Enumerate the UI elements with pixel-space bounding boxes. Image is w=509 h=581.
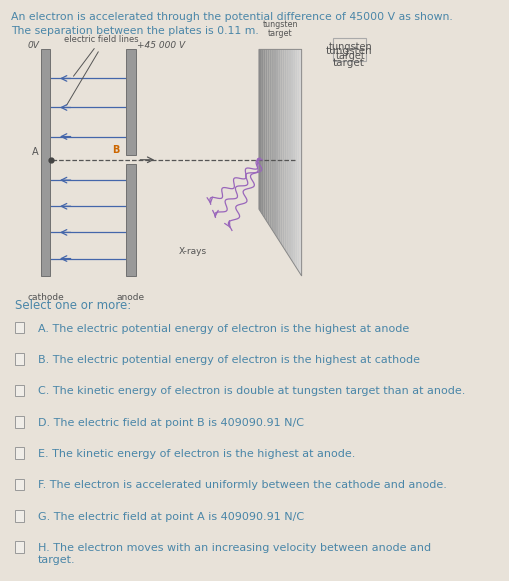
Text: B: B <box>112 145 120 155</box>
Bar <box>126 49 136 155</box>
Polygon shape <box>297 49 299 272</box>
Text: D. The electric field at point B is 409090.91 N/C: D. The electric field at point B is 4090… <box>38 418 304 428</box>
Text: cathode: cathode <box>27 293 64 302</box>
Polygon shape <box>265 49 268 223</box>
Text: A. The electric potential energy of electron is the highest at anode: A. The electric potential energy of elec… <box>38 324 409 333</box>
Polygon shape <box>295 49 297 270</box>
Text: tungsten: tungsten <box>325 46 372 56</box>
Polygon shape <box>291 49 293 263</box>
Text: +45 000 V: +45 000 V <box>137 41 186 49</box>
Polygon shape <box>282 49 285 249</box>
Text: tungsten: tungsten <box>328 42 372 52</box>
Text: A: A <box>33 147 39 157</box>
Polygon shape <box>285 49 287 253</box>
Text: tungsten: tungsten <box>263 20 298 29</box>
Polygon shape <box>268 49 270 226</box>
Bar <box>41 49 50 276</box>
Polygon shape <box>278 49 280 243</box>
Text: Select one or more:: Select one or more: <box>15 299 131 312</box>
Text: B. The electric potential energy of electron is the highest at cathode: B. The electric potential energy of elec… <box>38 355 420 365</box>
Polygon shape <box>274 49 276 236</box>
Polygon shape <box>276 49 278 239</box>
Text: F. The electron is accelerated uniformly between the cathode and anode.: F. The electron is accelerated uniformly… <box>38 480 447 490</box>
Text: H. The electron moves with an increasing velocity between anode and
target.: H. The electron moves with an increasing… <box>38 543 431 565</box>
Text: X-rays: X-rays <box>179 247 207 256</box>
Text: target: target <box>268 29 293 38</box>
Text: target: target <box>335 51 365 60</box>
Polygon shape <box>261 49 263 216</box>
Polygon shape <box>287 49 289 256</box>
Text: anode: anode <box>117 293 145 302</box>
Polygon shape <box>299 49 302 276</box>
Polygon shape <box>272 49 274 232</box>
Text: An electron is accelerated through the potential difference of 45000 V as shown.: An electron is accelerated through the p… <box>11 12 453 21</box>
Polygon shape <box>280 49 282 246</box>
Polygon shape <box>289 49 291 259</box>
Bar <box>126 164 136 276</box>
Text: G. The electric field at point A is 409090.91 N/C: G. The electric field at point A is 4090… <box>38 512 304 522</box>
Text: C. The kinetic energy of electron is double at tungsten target than at anode.: C. The kinetic energy of electron is dou… <box>38 386 466 396</box>
Polygon shape <box>293 49 295 266</box>
Text: 0V: 0V <box>27 41 39 49</box>
Polygon shape <box>263 49 265 219</box>
Text: electric field lines: electric field lines <box>64 35 138 76</box>
Text: target: target <box>333 58 364 68</box>
Text: E. The kinetic energy of electron is the highest at anode.: E. The kinetic energy of electron is the… <box>38 449 356 459</box>
Polygon shape <box>270 49 272 229</box>
Text: The separation between the plates is 0.11 m.: The separation between the plates is 0.1… <box>11 26 259 35</box>
Polygon shape <box>259 49 261 213</box>
